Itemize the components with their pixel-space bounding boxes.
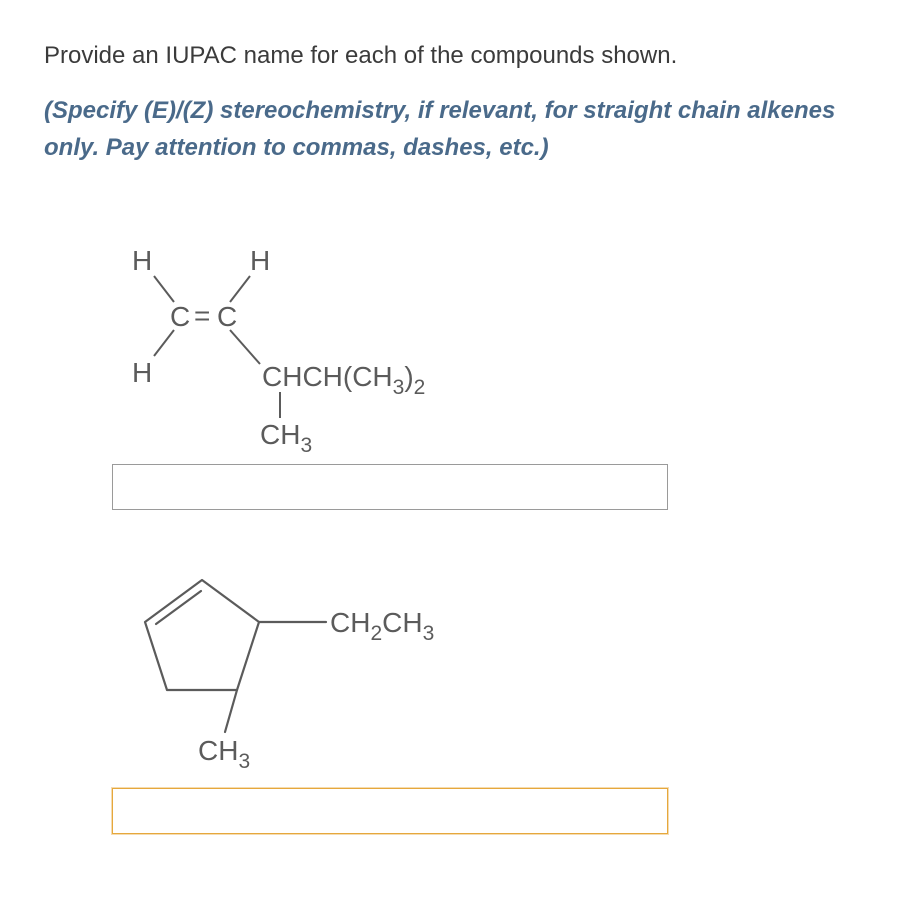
chch-group: CHCH(CH3)2: [262, 361, 425, 399]
h-top-left: H: [132, 245, 152, 276]
compound-1-block: C = C H H H CHCH(CH3)2 CH3: [112, 226, 672, 510]
methyl-group: CH3: [198, 735, 250, 773]
compound-2-structure: CH2CH3 CH3: [112, 560, 512, 780]
compound-2-answer-input[interactable]: [112, 788, 668, 834]
compound-2-block: CH2CH3 CH3: [112, 560, 672, 834]
c-right-label: C: [217, 301, 237, 332]
h-top-right: H: [250, 245, 270, 276]
question-prompt: Provide an IUPAC name for each of the co…: [44, 38, 860, 74]
h-bottom-left: H: [132, 357, 152, 388]
compound-1-structure: C = C H H H CHCH(CH3)2 CH3: [112, 226, 512, 456]
stereochem-instruction: (Specify (E)/(Z) stereochemistry, if rel…: [44, 92, 860, 166]
doublebond-label: =: [194, 300, 210, 331]
c-left-label: C: [170, 301, 190, 332]
compound-1-answer-input[interactable]: [112, 464, 668, 510]
ethyl-group: CH2CH3: [330, 607, 434, 645]
branch-ch3: CH3: [260, 419, 312, 456]
